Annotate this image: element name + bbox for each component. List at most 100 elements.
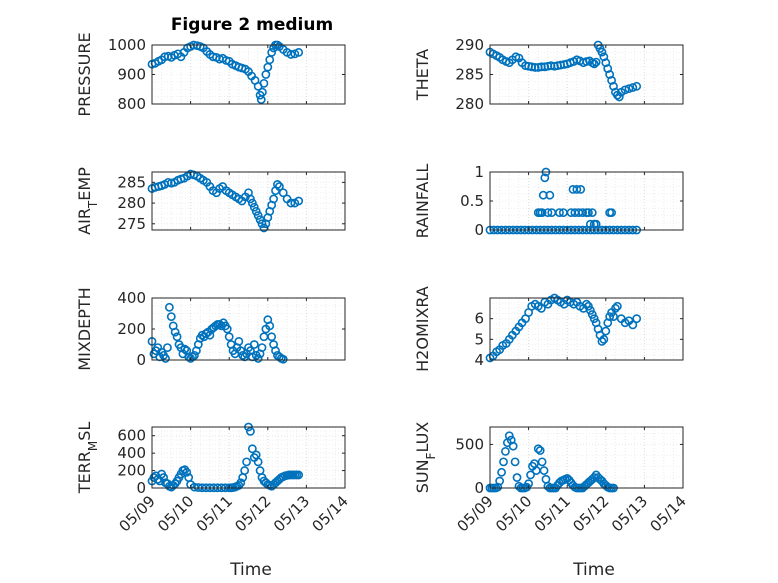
- data-point: [585, 305, 595, 315]
- data-point: [259, 78, 269, 88]
- data-point: [286, 50, 296, 59]
- data-point: [294, 47, 304, 57]
- y-tick-label: 200: [117, 462, 146, 480]
- data-point: [294, 470, 304, 480]
- data-point: [278, 354, 288, 364]
- data-point: [234, 336, 244, 346]
- data-point: [597, 47, 607, 57]
- y-tick-label: 1000: [108, 36, 146, 54]
- data-point: [611, 303, 620, 313]
- data-point: [170, 327, 180, 337]
- y-tick-label: 600: [117, 427, 146, 445]
- data-point: [253, 354, 263, 363]
- subplot-mixdepth: 0 200 400 MIXDEPTH: [75, 287, 346, 371]
- data-point: [612, 301, 622, 311]
- y-tick-label: 4: [474, 351, 484, 369]
- data-point: [501, 446, 510, 456]
- data-point: [537, 457, 547, 467]
- data-point: [161, 354, 170, 363]
- x-tick-label: 05/09: [454, 492, 497, 535]
- data-point: [614, 92, 624, 102]
- data-point: [257, 219, 267, 229]
- data-point: [182, 467, 192, 477]
- data-point: [530, 63, 540, 72]
- data-point: [499, 457, 508, 467]
- y-tick-label: 5: [474, 330, 484, 348]
- x-tick-label: 05/13: [608, 492, 651, 535]
- y-tick-label: 275: [117, 215, 146, 233]
- data-point: [255, 215, 265, 225]
- data-point: [257, 343, 267, 352]
- data-point: [251, 206, 261, 216]
- axes-box: [489, 297, 684, 361]
- y-tick-label: 6: [474, 310, 484, 328]
- data-point: [286, 198, 296, 208]
- data-point: [572, 184, 582, 194]
- data-point: [172, 332, 182, 342]
- data-point: [497, 467, 506, 477]
- data-point: [624, 84, 634, 94]
- data-point: [545, 190, 555, 200]
- data-point: [533, 444, 543, 454]
- data-point: [224, 332, 234, 342]
- y-tick-label: 200: [117, 320, 146, 338]
- y-tick-label: 0.5: [460, 192, 484, 210]
- subplot-rainfall: 0 0.5 1 RAINFALL: [413, 163, 684, 239]
- x-tick-label: 05/11: [531, 492, 574, 535]
- data-point: [247, 198, 257, 208]
- axes-box: [151, 426, 346, 489]
- x-tick-label: 05/10: [154, 492, 197, 535]
- data-point: [495, 476, 505, 486]
- y-axis-label: H2OMIXRA: [413, 286, 432, 372]
- data-point: [578, 208, 588, 217]
- y-tick-label: 0: [474, 479, 484, 497]
- data-point: [267, 47, 277, 57]
- data-point: [273, 180, 282, 189]
- y-tick-label: 285: [117, 173, 146, 191]
- y-tick-label: 0: [136, 351, 146, 369]
- y-tick-label: 900: [117, 66, 146, 84]
- y-tick-label: 280: [117, 194, 146, 212]
- data-point: [240, 466, 250, 475]
- data-point: [537, 208, 547, 217]
- data-point: [587, 208, 597, 217]
- data-point: [236, 478, 246, 488]
- data-point: [274, 182, 284, 191]
- data-point: [159, 473, 168, 482]
- data-point: [632, 81, 642, 91]
- data-point: [242, 457, 251, 467]
- data-point: [628, 320, 638, 330]
- data-point: [246, 194, 255, 204]
- data-point: [576, 184, 586, 194]
- y-axis-label: THETA: [413, 49, 432, 101]
- y-tick-label: 400: [117, 444, 146, 462]
- subplot-h2omixra: 4 5 6 H2OMIXRA: [413, 286, 684, 372]
- x-tick-label: 05/09: [116, 492, 159, 535]
- data-point: [526, 470, 535, 480]
- y-axis-label: PRESSURE: [75, 32, 94, 116]
- data-point: [543, 208, 553, 217]
- data-point: [609, 312, 618, 321]
- axes-box: [489, 426, 684, 489]
- data-point: [582, 299, 591, 309]
- data-point: [601, 326, 611, 336]
- data-point: [607, 208, 616, 217]
- subplot-pressure: 800 900 1000 PRESSURE: [75, 32, 346, 117]
- data-point: [628, 83, 638, 92]
- data-point: [294, 196, 304, 206]
- data-point: [278, 188, 288, 198]
- y-tick-label: 400: [117, 289, 146, 307]
- data-point: [620, 85, 630, 95]
- data-point: [555, 208, 564, 217]
- data-point: [247, 444, 257, 454]
- data-point: [222, 324, 232, 334]
- x-tick-label: 05/14: [647, 492, 690, 535]
- data-point: [166, 312, 176, 321]
- data-point: [249, 202, 259, 212]
- data-point: [512, 473, 522, 482]
- x-axis-label-left: Time: [229, 560, 272, 580]
- data-point: [510, 457, 520, 467]
